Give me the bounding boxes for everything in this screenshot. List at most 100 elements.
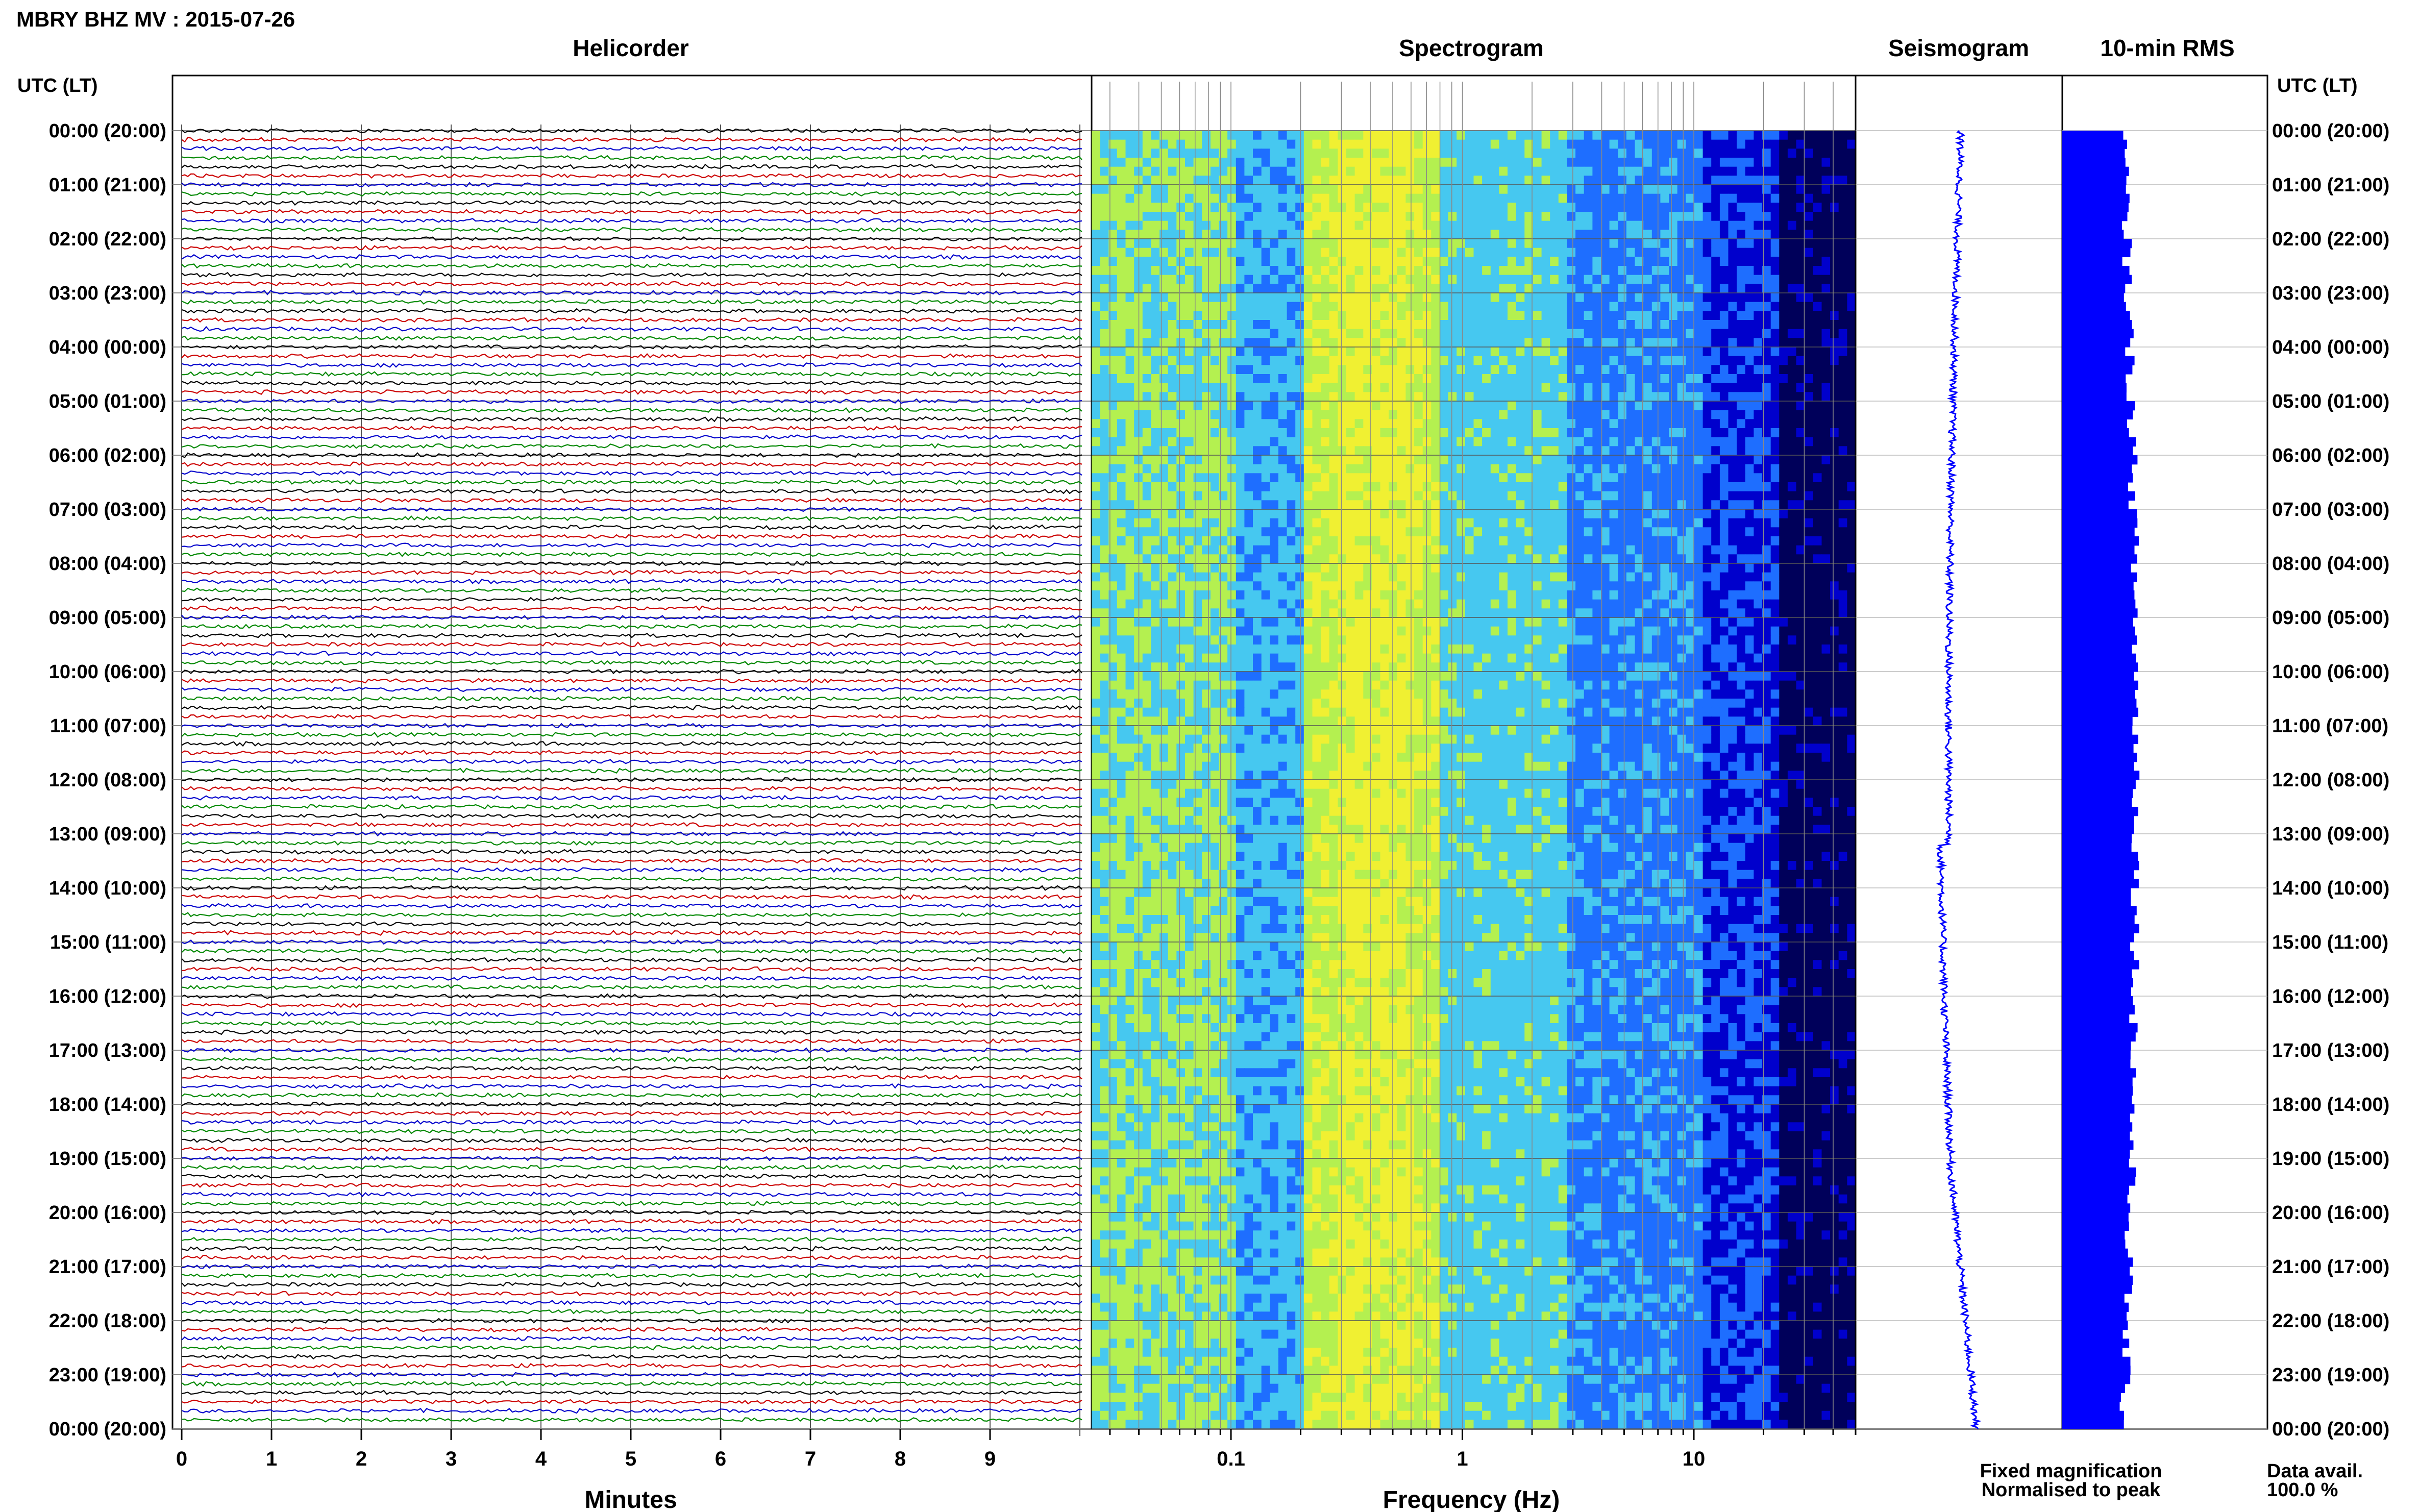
spectrogram-cell: [1338, 581, 1347, 591]
spectrogram-cell: [1185, 212, 1194, 221]
spectrogram-cell: [1847, 500, 1856, 510]
spectrogram-cell: [1151, 428, 1160, 438]
spectrogram-cell: [1363, 320, 1372, 330]
spectrogram-cell: [1702, 563, 1712, 573]
spectrogram-cell: [1338, 536, 1347, 546]
time-label-right: 11:00 (07:00): [2272, 715, 2388, 737]
spectrogram-cell: [1490, 563, 1499, 573]
spectrogram-cell: [1303, 185, 1313, 194]
spectrogram-cell: [1321, 473, 1330, 483]
spectrogram-cell: [1686, 356, 1695, 365]
spectrogram-cell: [1346, 500, 1355, 510]
spectrogram-cell: [1329, 176, 1338, 185]
spectrogram-cell: [1227, 410, 1237, 419]
spectrogram-cell: [1414, 482, 1423, 492]
spectrogram-cell: [1253, 266, 1262, 276]
spectrogram-cell: [1787, 220, 1797, 230]
spectrogram-cell: [1618, 166, 1627, 176]
spectrogram-cell: [1176, 572, 1186, 582]
spectrogram-cell: [1287, 185, 1296, 194]
spectrogram-cell: [1660, 509, 1669, 519]
spectrogram-cell: [1278, 428, 1288, 438]
spectrogram-cell: [1405, 275, 1415, 284]
spectrogram-cell: [1719, 329, 1729, 338]
spectrogram-cell: [1490, 338, 1499, 348]
spectrogram-cell: [1321, 266, 1330, 276]
spectrogram-cell: [1092, 257, 1101, 266]
spectrogram-cell: [1108, 419, 1118, 429]
spectrogram-cell: [1796, 464, 1805, 474]
spectrogram-cell: [1660, 590, 1669, 600]
spectrogram-cell: [1796, 139, 1805, 149]
spectrogram-cell: [1329, 266, 1338, 276]
spectrogram-cell: [1354, 455, 1364, 465]
spectrogram-cell: [1643, 374, 1652, 384]
spectrogram-cell: [1303, 329, 1313, 338]
spectrogram-cell: [1142, 347, 1151, 357]
spectrogram-cell: [1796, 437, 1805, 447]
spectrogram-cell: [1669, 166, 1678, 176]
spectrogram-cell: [1533, 212, 1542, 221]
spectrogram-cell: [1728, 473, 1737, 483]
spectrogram-cell: [1422, 176, 1431, 185]
spectrogram-cell: [1524, 374, 1534, 384]
spectrogram-cell: [1253, 293, 1262, 303]
spectrogram-cell: [1142, 158, 1151, 167]
spectrogram-cell: [1677, 158, 1686, 167]
spectrogram-cell: [1677, 410, 1686, 419]
spectrogram-cell: [1745, 464, 1754, 474]
spectrogram-cell: [1389, 257, 1398, 266]
spectrogram-cell: [1125, 428, 1134, 438]
spectrogram-cell: [1677, 275, 1686, 284]
spectrogram-cell: [1533, 148, 1542, 158]
spectrogram-cell: [1465, 212, 1474, 221]
spectrogram-cell: [1142, 311, 1151, 320]
spectrogram-cell: [1329, 203, 1338, 212]
spectrogram-cell: [1168, 131, 1177, 140]
spectrogram-cell: [1363, 131, 1372, 140]
spectrogram-cell: [1694, 392, 1704, 402]
spectrogram-cell: [1847, 139, 1856, 149]
spectrogram-cell: [1847, 554, 1856, 564]
helicorder-trace-row: [181, 1056, 1082, 1062]
spectrogram-cell: [1660, 220, 1669, 230]
spectrogram-cell: [1847, 212, 1856, 221]
spectrogram-cell: [1694, 320, 1704, 330]
spectrogram-cell: [1312, 446, 1321, 456]
helicorder-trace-row: [181, 1137, 1082, 1144]
spectrogram-cell: [1745, 203, 1754, 212]
spectrogram-cell: [1270, 545, 1279, 555]
spectrogram-cell: [1278, 509, 1288, 519]
spectrogram-cell: [1821, 302, 1831, 311]
spectrogram-cell: [1669, 266, 1678, 276]
spectrogram-cell: [1422, 536, 1431, 546]
spectrogram-cell: [1321, 212, 1330, 221]
spectrogram-cell: [1440, 320, 1449, 330]
spectrogram-cell: [1618, 446, 1627, 456]
spectrogram-cell: [1321, 599, 1330, 609]
spectrogram-cell: [1278, 185, 1288, 194]
spectrogram-cell: [1737, 230, 1746, 239]
spectrogram-cell: [1405, 311, 1415, 320]
spectrogram-cell: [1626, 509, 1636, 519]
spectrogram-cell: [1193, 257, 1202, 266]
spectrogram-cell: [1227, 347, 1237, 357]
spectrogram-cell: [1508, 257, 1517, 266]
spectrogram-cell: [1643, 329, 1652, 338]
spectrogram-cell: [1431, 158, 1440, 167]
spectrogram-cell: [1270, 266, 1279, 276]
spectrogram-cell: [1100, 401, 1109, 411]
spectrogram-cell: [1405, 473, 1415, 483]
spectrogram-cell: [1770, 230, 1780, 239]
spectrogram-cell: [1151, 410, 1160, 419]
spectrogram-cell: [1244, 176, 1253, 185]
spectrogram-cell: [1176, 392, 1186, 402]
spectrogram-cell: [1567, 545, 1576, 555]
spectrogram-cell: [1125, 419, 1134, 429]
spectrogram-cell: [1567, 500, 1576, 510]
spectrogram-cell: [1728, 581, 1737, 591]
spectrogram-cell: [1168, 302, 1177, 311]
spectrogram-cell: [1422, 374, 1431, 384]
spectrogram-cell: [1473, 356, 1483, 365]
spectrogram-cell: [1092, 365, 1101, 375]
